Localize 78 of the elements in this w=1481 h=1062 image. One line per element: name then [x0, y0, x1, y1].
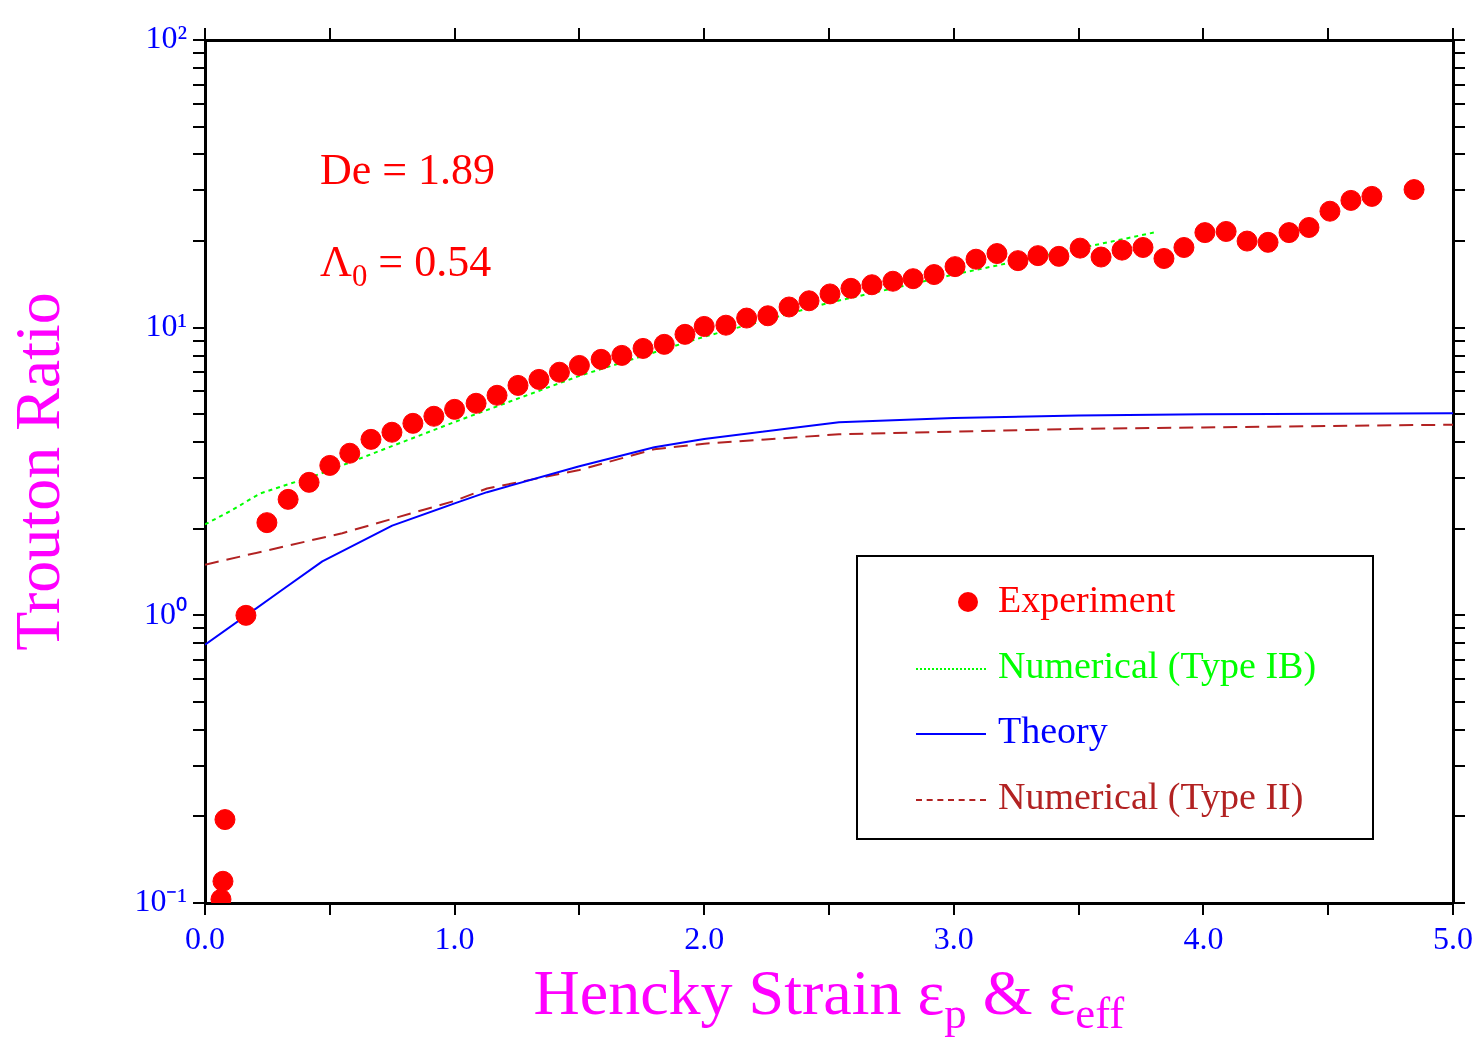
point — [360, 428, 382, 450]
point — [1069, 237, 1091, 259]
y-tick-label: 10⁰ — [144, 594, 187, 631]
point — [1194, 222, 1216, 244]
point — [1403, 179, 1425, 201]
legend-label: Numerical (Type IB) — [998, 643, 1317, 686]
annotation: Λ$_{0}$ = 0.54 — [320, 237, 492, 293]
legend-label: Experiment — [998, 578, 1176, 620]
y-tick-label: 10¹ — [145, 307, 187, 344]
point — [986, 243, 1008, 265]
point — [923, 264, 945, 286]
y-tick-label: 10² — [145, 19, 187, 56]
point — [653, 333, 675, 355]
point — [819, 283, 841, 305]
line-series — [205, 423, 1453, 566]
point — [339, 442, 361, 464]
point — [798, 290, 820, 312]
annotation: De = 1.89 — [320, 145, 496, 194]
point — [444, 398, 466, 420]
point — [1153, 247, 1175, 269]
point — [736, 307, 758, 329]
point — [1361, 185, 1383, 207]
point — [944, 256, 966, 278]
point — [757, 305, 779, 327]
point — [528, 368, 550, 390]
point — [1132, 236, 1154, 258]
point — [402, 412, 424, 434]
point — [507, 374, 529, 396]
point — [715, 314, 737, 336]
point — [778, 296, 800, 318]
x-axis-title: Hencky Strain ε$_{p}$ & ε$_{eff}$ — [533, 957, 1125, 1038]
point — [902, 268, 924, 290]
y-axis-title: Trouton Ratio — [2, 292, 74, 651]
y-tick-label: 10⁻¹ — [134, 882, 187, 919]
point — [1173, 236, 1195, 258]
point — [256, 512, 278, 534]
point — [674, 323, 696, 345]
x-tick-label: 2.0 — [684, 919, 725, 956]
point — [590, 348, 612, 370]
point — [277, 488, 299, 510]
x-tick-label: 5.0 — [1433, 919, 1473, 956]
point — [861, 274, 883, 296]
point — [1007, 250, 1029, 272]
x-tick-label: 0.0 — [185, 919, 225, 956]
point — [693, 315, 715, 337]
point — [1340, 189, 1362, 211]
point — [235, 604, 257, 626]
legend-label: Numerical (Type II) — [998, 774, 1304, 817]
point — [548, 361, 570, 383]
point — [1215, 220, 1237, 242]
x-tick-label: 1.0 — [434, 919, 475, 956]
point — [632, 337, 654, 359]
point — [212, 870, 234, 892]
point — [1298, 216, 1320, 238]
point — [1048, 245, 1070, 267]
point — [381, 421, 403, 443]
point — [882, 270, 904, 292]
point — [965, 248, 987, 270]
point — [1257, 231, 1279, 253]
point — [1111, 239, 1133, 261]
x-tick-label: 4.0 — [1183, 919, 1224, 956]
point — [214, 809, 236, 831]
point — [1278, 222, 1300, 244]
point — [1236, 230, 1258, 252]
point — [1027, 245, 1049, 267]
point — [568, 354, 590, 376]
point — [1319, 200, 1341, 222]
legend-label: Theory — [998, 709, 1108, 751]
line-series — [205, 231, 1157, 526]
point — [465, 392, 487, 414]
point — [840, 277, 862, 299]
x-tick-label: 3.0 — [933, 919, 974, 956]
point — [611, 344, 633, 366]
point — [319, 454, 341, 476]
point — [423, 405, 445, 427]
point — [486, 384, 508, 406]
point — [298, 471, 320, 493]
point — [1090, 246, 1112, 268]
